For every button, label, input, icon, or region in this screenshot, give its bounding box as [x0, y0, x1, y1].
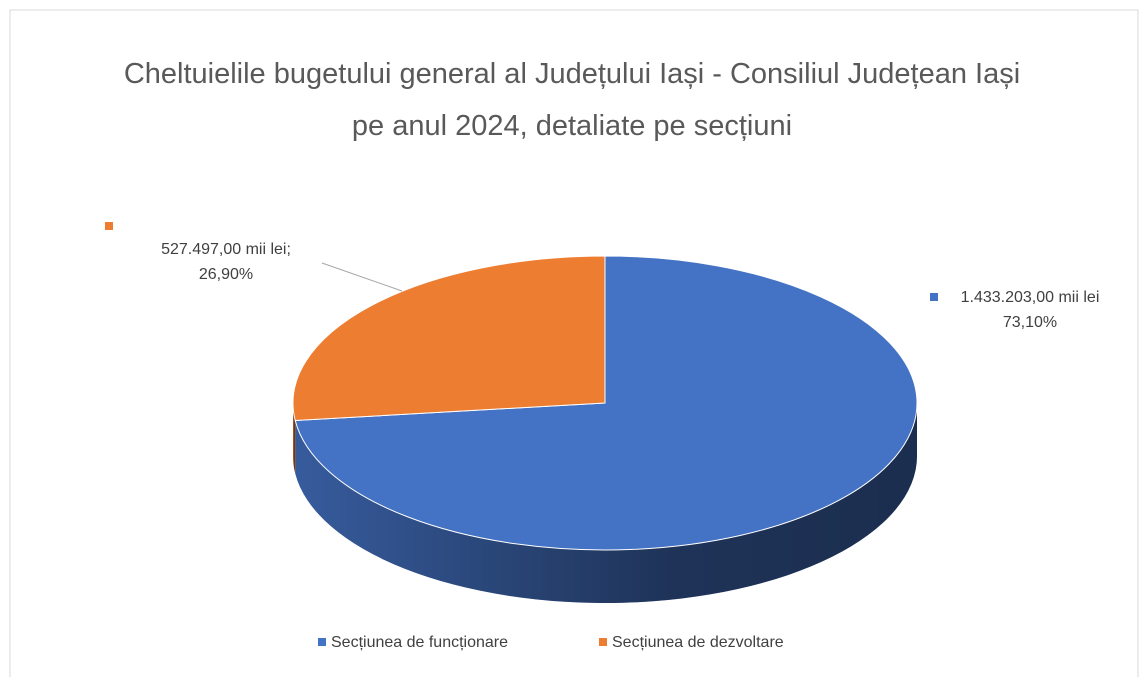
- chart-border: [9, 9, 1139, 677]
- slice: [294, 255, 918, 551]
- legend-label: Secțiunea de dezvoltare: [612, 634, 784, 651]
- data-label-percent: 26,90%: [199, 266, 253, 283]
- slice-side-shade: [295, 403, 917, 604]
- legend-label: Secțiunea de funcționare: [331, 634, 508, 651]
- label-key: [105, 222, 113, 230]
- legend-key: [318, 638, 326, 646]
- data-label: 1.433.203,00 mii lei: [961, 289, 1100, 306]
- chart-title: Cheltuielile bugetului general al Județu…: [123, 58, 1021, 142]
- label-key: [930, 293, 938, 301]
- data-label: 527.497,00 mii lei;: [161, 241, 291, 258]
- legend-key: [599, 638, 607, 646]
- leader-line: [321, 262, 403, 292]
- data-label-percent: 73,10%: [1003, 314, 1057, 331]
- slice: [292, 255, 606, 422]
- slice-side-shade: [293, 403, 296, 474]
